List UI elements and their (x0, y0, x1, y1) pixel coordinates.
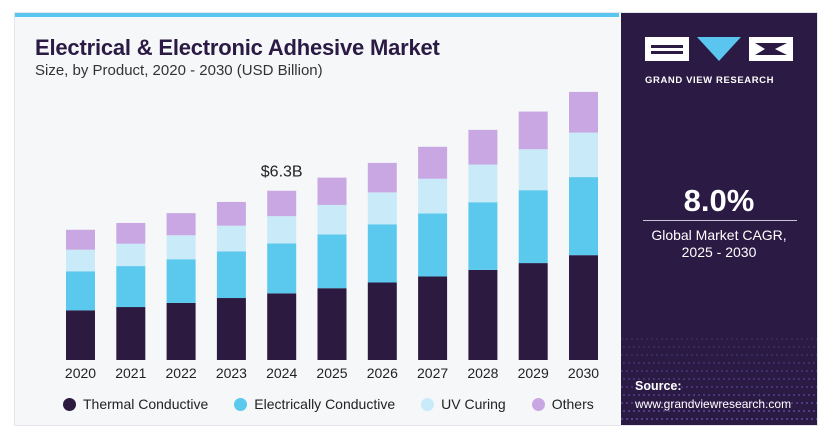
data-label-2024: $6.3B (261, 164, 303, 181)
brand-name: GRAND VIEW RESEARCH (645, 75, 775, 86)
bar-segment-2024-uv-curing (267, 216, 297, 244)
bar-segment-2030-uv-curing (569, 132, 598, 178)
bar-segment-2021-others (116, 222, 146, 244)
bar-segment-2026-thermal-conductive (367, 282, 397, 360)
bar-segment-2023-uv-curing (216, 225, 246, 252)
bar-segment-2022-electrically-conductive (166, 259, 196, 303)
bar-segment-2029-electrically-conductive (518, 190, 548, 264)
legend-item-uv-curing: UV Curing (421, 396, 506, 412)
x-tick-label-2026: 2026 (367, 365, 398, 381)
cagr-label: Global Market CAGR, 2025 - 2030 (621, 227, 817, 261)
bar-segment-2020-electrically-conductive (66, 271, 95, 311)
chart-title: Electrical & Electronic Adhesive Market (35, 35, 440, 60)
bar-segment-2023-electrically-conductive (216, 251, 246, 299)
bar-segment-2028-uv-curing (468, 164, 498, 203)
bar-segment-2030-others (569, 91, 598, 133)
x-tick-label-2028: 2028 (467, 365, 498, 381)
bar-segment-2026-electrically-conductive (367, 224, 397, 283)
bar-segment-2022-thermal-conductive (166, 302, 196, 360)
bar-segment-2023-others (216, 201, 246, 226)
bar-segment-2021-uv-curing (116, 243, 146, 267)
chart-subtitle: Size, by Product, 2020 - 2030 (USD Billi… (35, 62, 323, 79)
source-url[interactable]: www.grandviewresearch.com (635, 397, 792, 411)
cagr-label-line1: Global Market CAGR, (651, 227, 787, 243)
legend-swatch-thermal-conductive (63, 397, 76, 411)
x-tick-label-2030: 2030 (568, 365, 599, 381)
bar-segment-2030-thermal-conductive (569, 255, 598, 360)
x-tick-label-2027: 2027 (417, 365, 448, 381)
bar-segment-2028-others (468, 129, 498, 165)
bar-segment-2028-electrically-conductive (468, 202, 498, 270)
bar-segment-2025-uv-curing (317, 204, 347, 235)
legend-swatch-others (531, 397, 545, 411)
bar-segment-2025-thermal-conductive (317, 288, 347, 360)
legend-swatch-uv-curing (421, 397, 435, 411)
cagr-label-line2: 2025 - 2030 (681, 244, 757, 260)
bar-segment-2029-others (518, 111, 548, 150)
cagr-value: 8.0% (683, 183, 755, 218)
chart-card: Electrical & Electronic Adhesive Market … (14, 12, 818, 426)
x-tick-label-2025: 2025 (316, 365, 347, 381)
bar-segment-2030-electrically-conductive (569, 177, 598, 256)
bar-segment-2029-uv-curing (518, 149, 548, 191)
bar-segment-2024-electrically-conductive (267, 243, 297, 294)
cagr-divider (643, 220, 797, 221)
x-tick-label-2021: 2021 (115, 365, 146, 381)
bar-segment-2022-uv-curing (166, 235, 196, 260)
bar-segment-2024-others (267, 190, 297, 217)
bar-segment-2025-others (317, 177, 347, 205)
bar-segment-2022-others (166, 213, 196, 236)
legend-item-others: Others (531, 396, 594, 412)
legend-label-thermal-conductive: Thermal Conductive (83, 396, 209, 412)
bar-segment-2025-electrically-conductive (317, 234, 347, 289)
legend-swatch-electrically-conductive (234, 397, 248, 411)
x-tick-label-2022: 2022 (166, 365, 197, 381)
legend-label-others: Others (551, 396, 594, 412)
bar-segment-2028-thermal-conductive (468, 269, 498, 360)
bar-segment-2027-thermal-conductive (418, 276, 448, 360)
bar-segment-2029-thermal-conductive (518, 263, 548, 360)
bar-segment-2020-thermal-conductive (66, 310, 95, 360)
legend-item-thermal-conductive: Thermal Conductive (63, 396, 208, 412)
source-label: Source: (635, 379, 682, 393)
bar-segment-2020-uv-curing (66, 249, 95, 272)
bar-segment-2023-thermal-conductive (216, 298, 246, 360)
brand-logo-mark (645, 37, 793, 61)
bar-segment-2021-thermal-conductive (116, 307, 146, 360)
decorative-pattern (621, 338, 817, 420)
stacked-bar-chart: 2020 2021 2022 2023 $6.3B 2024 2025 2026 2027 202… (65, 91, 599, 381)
bar-segment-2027-uv-curing (418, 178, 448, 214)
bar-segment-2027-others (418, 146, 448, 179)
bar-segment-2020-others (66, 229, 95, 250)
info-sidebar: GRAND VIEW RESEARCH 8.0% Global Market C… (621, 13, 817, 425)
x-tick-label-2029: 2029 (518, 365, 549, 381)
brand-logo: GRAND VIEW RESEARCH (645, 35, 795, 91)
legend-label-electrically-conductive: Electrically Conductive (254, 396, 396, 412)
legend-label-uv-curing: UV Curing (441, 396, 506, 412)
accent-bar (15, 13, 619, 17)
x-tick-label-2024: 2024 (266, 365, 297, 381)
chart-legend: Thermal Conductive Electrically Conducti… (63, 396, 594, 412)
bar-segment-2026-others (367, 162, 397, 193)
bar-segment-2026-uv-curing (367, 192, 397, 225)
bar-segment-2027-electrically-conductive (418, 213, 448, 277)
legend-item-electrically-conductive: Electrically Conductive (234, 396, 395, 412)
bar-segment-2024-thermal-conductive (267, 293, 297, 360)
x-tick-label-2023: 2023 (216, 365, 247, 381)
x-tick-label-2020: 2020 (65, 365, 96, 381)
bar-segment-2021-electrically-conductive (116, 266, 146, 308)
